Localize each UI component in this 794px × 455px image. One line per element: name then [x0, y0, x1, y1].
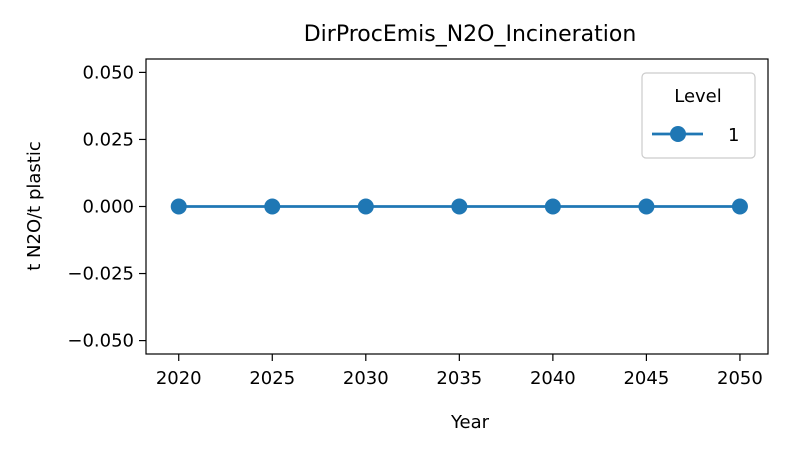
y-tick-label: −0.050 — [67, 331, 134, 352]
data-point — [451, 198, 468, 215]
x-tick-label: 2030 — [343, 368, 389, 389]
x-tick-label: 2040 — [530, 368, 576, 389]
data-point — [357, 198, 374, 215]
data-point — [264, 198, 281, 215]
y-tick-label: 0.025 — [82, 129, 134, 150]
legend-series-label: 1 — [728, 125, 739, 146]
x-axis-ticks: 2020 2025 2030 2035 2040 2045 2050 — [156, 354, 763, 389]
y-tick-label: 0.050 — [82, 62, 134, 83]
x-axis-label: Year — [450, 412, 490, 433]
y-axis-ticks: 0.050 0.025 0.000 −0.025 −0.050 — [67, 62, 146, 352]
legend-box — [641, 72, 756, 159]
data-point — [544, 198, 561, 215]
y-axis-label: t N2O/t plastic — [24, 141, 45, 271]
data-point — [638, 198, 655, 215]
y-tick-label: −0.025 — [67, 264, 134, 285]
x-tick-label: 2020 — [156, 368, 202, 389]
legend-title: Level — [674, 86, 722, 107]
x-tick-label: 2045 — [623, 368, 669, 389]
plot-area: 2020 2025 2030 2035 2040 2045 2050 0.0500.0250… — [67, 58, 769, 389]
legend-series-marker — [670, 126, 686, 142]
x-tick-label: 2035 — [436, 368, 482, 389]
series-layer — [170, 198, 748, 215]
data-point — [731, 198, 748, 215]
x-tick-label: 2050 — [717, 368, 763, 389]
legend: Level 1 — [641, 72, 756, 159]
y-tick-label: 0.000 — [82, 197, 134, 218]
chart-title: DirProcEmis_N2O_Incineration — [304, 22, 637, 47]
x-tick-label: 2025 — [249, 368, 295, 389]
data-point — [170, 198, 187, 215]
